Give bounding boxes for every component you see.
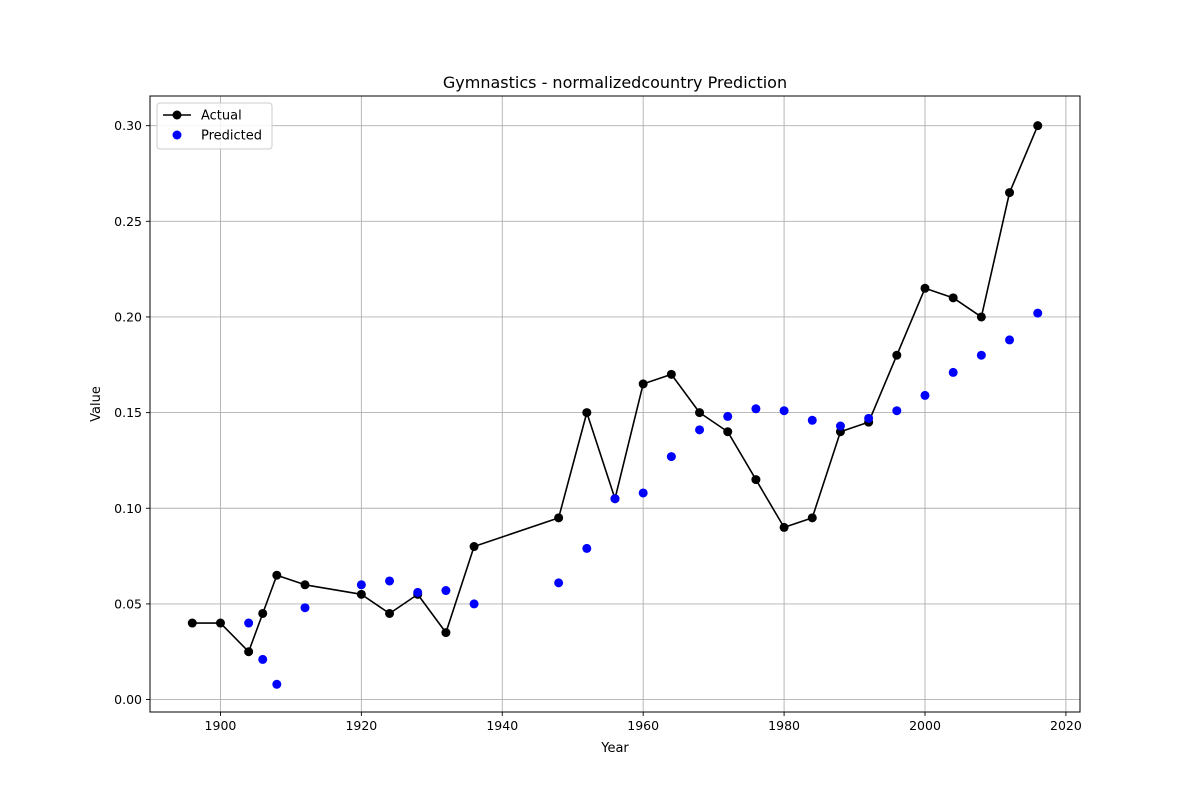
actual-point: [258, 608, 268, 618]
predicted-point: [807, 415, 817, 425]
predicted-point: [1033, 308, 1043, 318]
predicted-point: [948, 367, 958, 377]
actual-point: [272, 570, 282, 580]
actual-point: [469, 542, 479, 552]
y-tick-label: 0.00: [114, 692, 142, 707]
actual-point: [638, 379, 648, 389]
legend: Actual Predicted: [156, 102, 273, 150]
predicted-point: [258, 654, 268, 664]
x-tick-label: 1980: [768, 718, 800, 733]
actual-point: [892, 350, 902, 360]
predicted-point: [356, 580, 366, 590]
plot-area: [187, 121, 1043, 689]
actual-point: [976, 312, 986, 322]
y-axis: 0.00 0.05 0.10 0.15 0.20 0.25 0.30: [114, 118, 150, 707]
predicted-point: [779, 406, 789, 416]
predicted-point: [244, 618, 254, 628]
predicted-point: [723, 411, 733, 421]
legend-actual-marker: [172, 110, 182, 120]
predicted-point: [892, 406, 902, 416]
x-tick-label: 1900: [205, 718, 237, 733]
predicted-point: [385, 576, 395, 586]
predicted-point: [469, 599, 479, 609]
legend-actual-label: Actual: [201, 109, 242, 124]
x-axis: 1900 1920 1940 1960 1980 2000 2020: [205, 712, 1082, 733]
actual-point: [300, 580, 310, 590]
actual-point: [695, 408, 705, 418]
x-axis-label: Year: [600, 741, 629, 756]
predicted-point: [835, 421, 845, 431]
actual-point: [948, 293, 958, 303]
predicted-point: [666, 452, 676, 462]
predicted-point: [554, 578, 564, 588]
predicted-point: [582, 543, 592, 553]
actual-point: [215, 618, 225, 628]
predicted-point: [610, 494, 620, 504]
predicted-point: [638, 488, 648, 498]
chart-title: Gymnastics - normalizedcountry Predictio…: [443, 73, 787, 92]
actual-point: [356, 589, 366, 599]
actual-point: [807, 513, 817, 523]
actual-point: [1033, 121, 1043, 131]
predicted-point: [441, 586, 451, 596]
y-tick-label: 0.15: [114, 405, 142, 420]
predicted-point: [1005, 335, 1015, 345]
actual-point: [920, 283, 930, 293]
actual-point: [187, 618, 197, 628]
x-tick-label: 2000: [909, 718, 941, 733]
y-tick-label: 0.10: [114, 501, 142, 516]
predicted-point: [976, 350, 986, 360]
actual-point: [666, 369, 676, 379]
predicted-point: [864, 413, 874, 423]
actual-point: [751, 475, 761, 485]
plot-frame: [149, 95, 1081, 713]
x-tick-label: 1960: [627, 718, 659, 733]
predicted-point: [751, 404, 761, 414]
actual-point: [779, 522, 789, 532]
y-tick-label: 0.05: [114, 596, 142, 611]
y-tick-label: 0.25: [114, 214, 142, 229]
actual-point: [385, 608, 395, 618]
x-tick-label: 2020: [1050, 718, 1082, 733]
y-tick-label: 0.20: [114, 309, 142, 324]
actual-point: [723, 427, 733, 437]
legend-predicted-marker: [172, 130, 182, 140]
predicted-point: [300, 603, 310, 613]
actual-point: [554, 513, 564, 523]
x-tick-label: 1920: [345, 718, 377, 733]
predicted-point: [272, 679, 282, 689]
actual-point: [582, 408, 592, 418]
y-axis-label: Value: [89, 386, 104, 422]
actual-point: [244, 647, 254, 657]
x-tick-label: 1940: [486, 718, 518, 733]
predicted-point: [920, 390, 930, 400]
predicted-point: [413, 587, 423, 597]
predicted-point: [695, 425, 705, 435]
actual-point: [441, 628, 451, 638]
legend-predicted-label: Predicted: [201, 129, 262, 144]
y-tick-label: 0.30: [114, 118, 142, 133]
actual-point: [1005, 188, 1015, 198]
